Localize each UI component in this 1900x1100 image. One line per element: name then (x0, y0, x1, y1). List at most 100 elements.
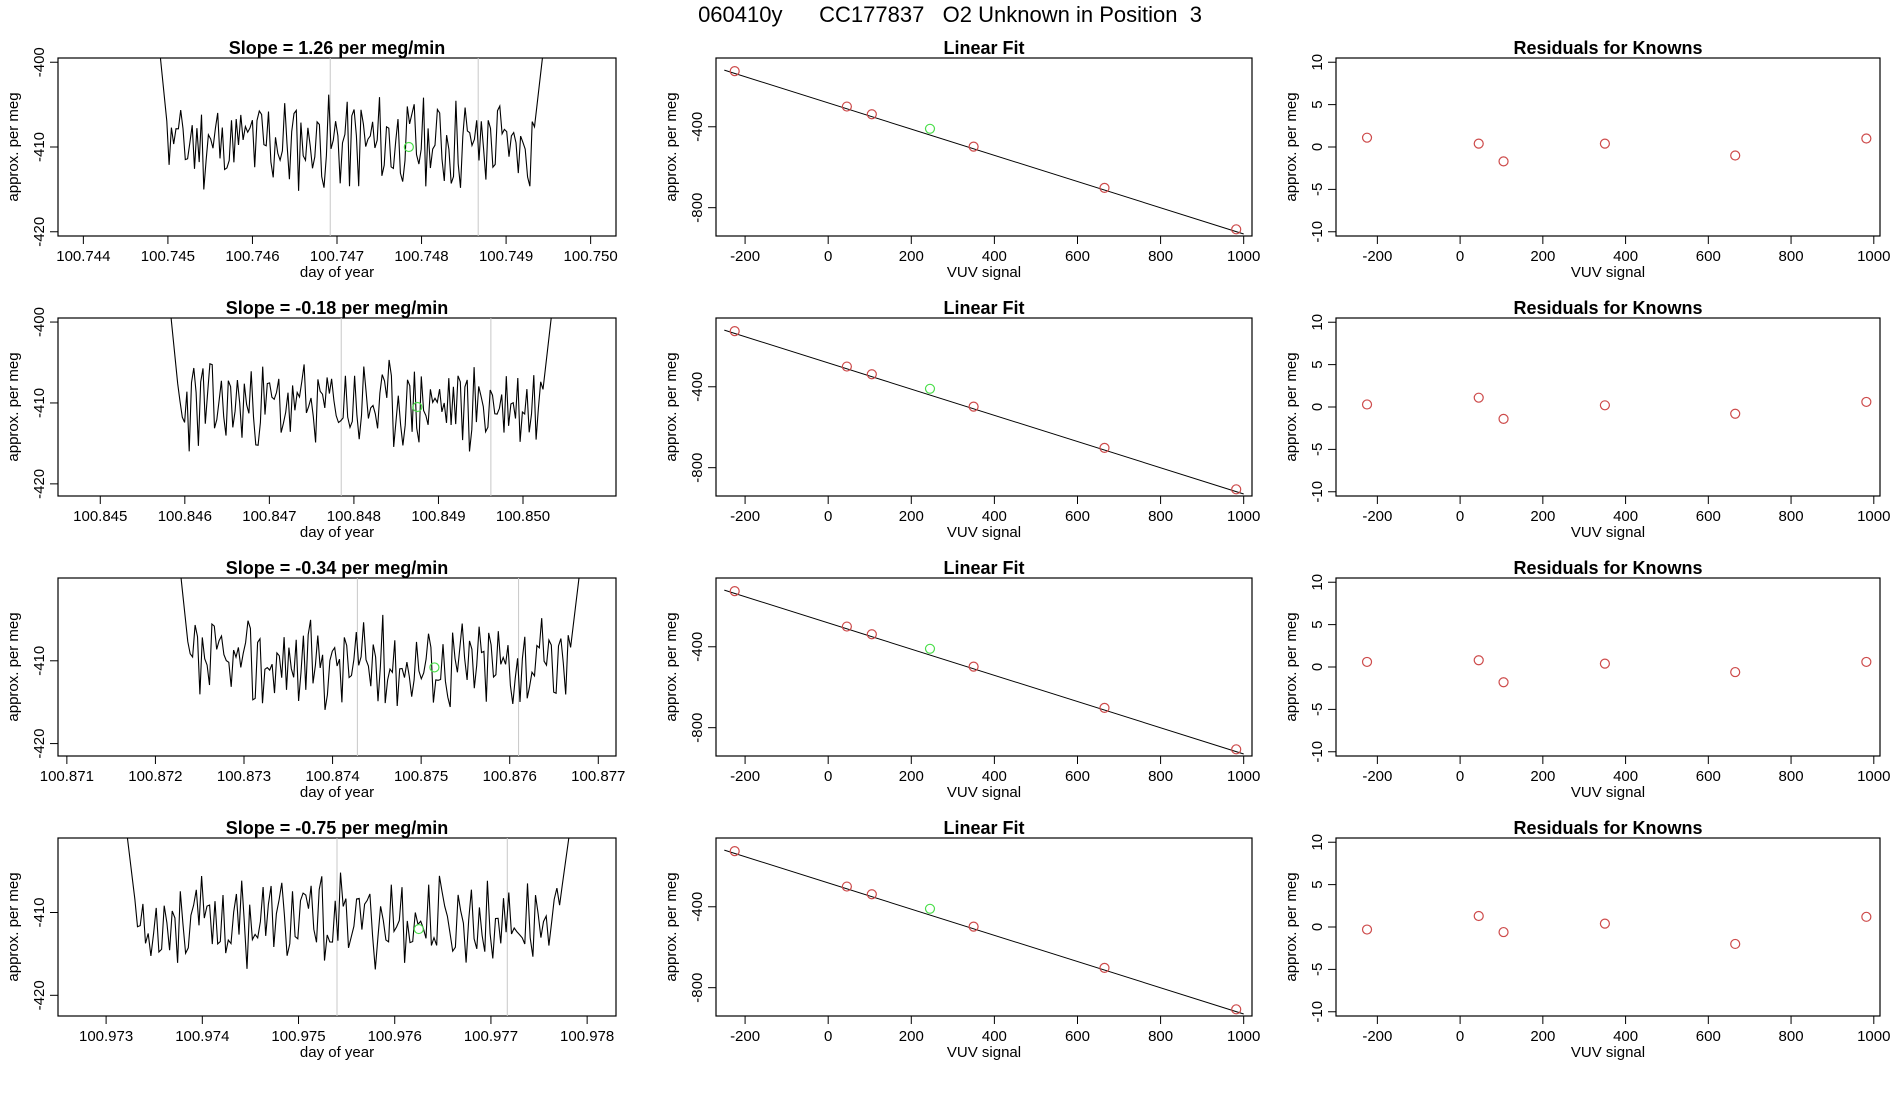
plot-area (159, 58, 543, 236)
x-tick-label: 100.749 (479, 248, 533, 265)
plot-title: Residuals for Knowns (1513, 298, 1702, 318)
fit-line (724, 849, 1244, 1015)
known-standard-point (729, 326, 740, 337)
y-tick-label: -800 (689, 713, 706, 743)
y-tick-label: -400 (689, 892, 706, 922)
x-tick-label: 400 (1613, 768, 1638, 785)
residual-point (1498, 156, 1509, 167)
known-standard-point (968, 921, 979, 932)
y-tick-label: -10 (1309, 481, 1326, 503)
plot-frame (1335, 317, 1881, 497)
x-axis-label: VUV signal (947, 264, 1021, 281)
x-tick-label: 400 (1613, 1028, 1638, 1045)
x-tick-label: 100.748 (394, 248, 448, 265)
y-tick-label: -410 (31, 132, 48, 162)
panel-residuals-row-1: Residuals for Knowns-200 0 200 400 600 800 100… (1283, 38, 1890, 281)
x-axis-label: VUV signal (1571, 524, 1645, 541)
y-tick-label: 5 (1309, 880, 1326, 888)
x-tick-label: 100.873 (217, 768, 271, 785)
x-tick-label: 600 (1696, 1028, 1721, 1045)
signal-trace-line (126, 838, 570, 970)
x-tick-label: 100.976 (368, 1028, 422, 1045)
plot-title: Linear Fit (943, 558, 1024, 578)
residual-point (1361, 656, 1373, 668)
x-axis-label: VUV signal (1571, 264, 1645, 281)
y-tick-label: 10 (1309, 314, 1326, 331)
y-axis-label: approx. per meg (5, 352, 22, 461)
x-axis-label: day of year (300, 524, 374, 541)
plot-title: Residuals for Knowns (1513, 38, 1702, 58)
plot-frame (715, 837, 1253, 1017)
known-standard-point (1099, 442, 1110, 453)
known-standard-point (866, 629, 877, 640)
plot-area (1361, 655, 1872, 688)
y-tick-label: -410 (31, 897, 48, 927)
x-axis-label: VUV signal (947, 524, 1021, 541)
fit-line (724, 69, 1244, 235)
y-tick-label: -400 (31, 307, 48, 337)
plot-title: Slope = -0.75 per meg/min (226, 818, 449, 838)
y-axis-label: approx. per meg (1283, 92, 1300, 201)
x-tick-label: 100.975 (271, 1028, 325, 1045)
known-standard-point (1099, 962, 1110, 973)
plot-area (170, 318, 552, 496)
plot-frame (715, 317, 1253, 497)
known-standard-point (866, 109, 877, 120)
x-tick-label: 1000 (1227, 768, 1260, 785)
x-tick-label: -200 (1362, 768, 1392, 785)
residual-point (1599, 918, 1610, 929)
x-tick-label: 800 (1779, 508, 1804, 525)
unknown-sample-point (924, 903, 936, 914)
residual-point (1730, 666, 1741, 678)
y-axis-label: approx. per meg (663, 352, 680, 461)
residual-point (1473, 910, 1484, 922)
y-tick-label: -400 (31, 47, 48, 77)
plot-frame (57, 317, 617, 497)
x-tick-label: 400 (982, 508, 1007, 525)
x-tick-label: 100.845 (73, 508, 127, 525)
plot-title: Residuals for Knowns (1513, 818, 1702, 838)
x-tick-label: 0 (1456, 768, 1464, 785)
plot-area (180, 578, 580, 756)
known-standard-point (968, 141, 979, 152)
x-tick-label: 600 (1065, 1028, 1090, 1045)
x-tick-label: 200 (899, 508, 924, 525)
residual-point (1473, 138, 1484, 149)
plot-title: Slope = -0.18 per meg/min (226, 298, 449, 318)
x-tick-label: 1000 (1227, 248, 1260, 265)
panel-time-series-row-4: Slope = -0.75 per meg/min 100.973 100.974 1… (5, 818, 617, 1061)
y-axis-label: approx. per meg (663, 92, 680, 201)
y-tick-label: 5 (1309, 360, 1326, 368)
x-tick-label: 100.973 (79, 1028, 133, 1045)
x-tick-label: 800 (1148, 248, 1173, 265)
known-standard-point (866, 889, 877, 900)
panel-time-series-row-3: Slope = -0.34 per meg/min 100.871 100.872 1… (5, 558, 625, 801)
y-tick-label: -5 (1309, 703, 1326, 716)
y-tick-label: -5 (1309, 183, 1326, 196)
y-tick-label: -400 (689, 112, 706, 142)
fit-line (724, 329, 1244, 495)
residual-point (1361, 924, 1373, 935)
x-tick-label: 1000 (1857, 1028, 1890, 1045)
x-tick-label: 100.871 (40, 768, 94, 785)
panel-linear-fit-row-2: Linear Fit -200 0 200 400 600 800 1000 VUV signa… (663, 298, 1260, 541)
x-tick-label: 800 (1148, 508, 1173, 525)
plot-title: Slope = -0.34 per meg/min (226, 558, 449, 578)
plot-frame (57, 577, 617, 757)
y-tick-label: 10 (1309, 54, 1326, 71)
x-tick-label: 0 (1456, 508, 1464, 525)
y-tick-label: -800 (689, 193, 706, 223)
x-tick-label: 0 (824, 1028, 832, 1045)
x-tick-label: 100.877 (571, 768, 625, 785)
x-tick-label: 1000 (1857, 248, 1890, 265)
x-tick-label: -200 (1362, 1028, 1392, 1045)
x-tick-label: 100.850 (496, 508, 550, 525)
known-standard-point (1231, 1004, 1242, 1015)
plot-area (724, 586, 1244, 755)
x-axis-label: VUV signal (1571, 784, 1645, 801)
unknown-sample-point (412, 401, 423, 413)
y-tick-label: 0 (1309, 923, 1326, 931)
y-tick-label: -410 (31, 646, 48, 676)
x-tick-label: 200 (1530, 1028, 1555, 1045)
